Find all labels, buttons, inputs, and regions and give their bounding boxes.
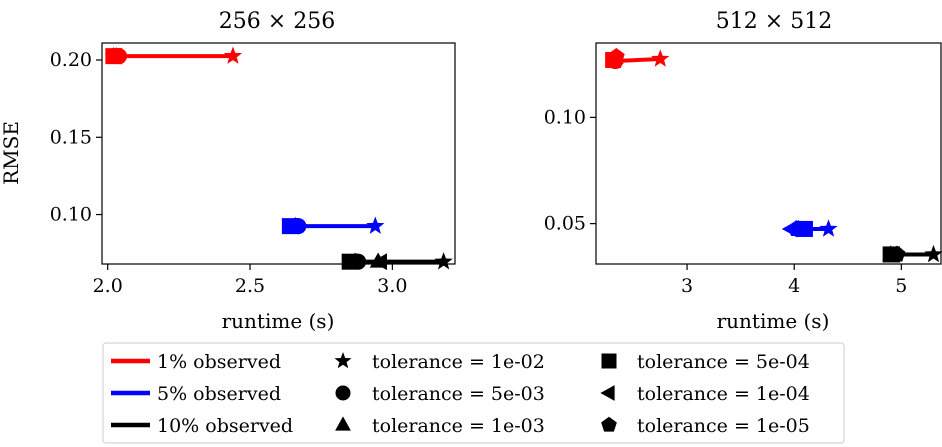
x-tick-label: 3 (681, 275, 693, 297)
data-point-star (366, 216, 385, 234)
legend-label: tolerance = 5e-03 (372, 383, 545, 405)
x-tick-label: 2.5 (235, 275, 265, 297)
x-tick-label: 3.0 (377, 275, 407, 297)
legend-label: tolerance = 1e-03 (372, 415, 545, 437)
legend-label: tolerance = 1e-02 (372, 351, 545, 373)
legend-label: 10% observed (157, 415, 293, 437)
axis-ticks: 3 4 5 0.05 0.10 (544, 106, 908, 297)
y-tick-label: 0.10 (544, 106, 586, 128)
legend-marker-pentagon (601, 416, 617, 432)
legend-label: tolerance = 1e-05 (637, 415, 810, 437)
y-tick-label: 0.10 (50, 204, 92, 226)
legend-marker-star (334, 352, 352, 369)
x-axis-title: runtime (s) (222, 309, 335, 333)
data-point-star (434, 252, 453, 270)
legend-items: 1% observed 5% observed 10% observed tolera… (111, 351, 810, 437)
axes-frame (595, 42, 942, 265)
panel-title: 256 × 256 (219, 9, 335, 34)
y-tick-label: 0.20 (50, 49, 92, 71)
plot-area (605, 48, 942, 263)
legend: 1% observed 5% observed 10% observed tolera… (102, 342, 845, 444)
data-point-pentagon (888, 245, 906, 262)
data-point-pentagon (105, 47, 122, 64)
legend-label: tolerance = 5e-04 (637, 351, 810, 373)
data-point-star (924, 244, 942, 263)
legend-label: 5% observed (157, 383, 281, 405)
data-point-pentagon (346, 252, 364, 269)
legend-frame (102, 342, 845, 444)
data-point-star (651, 49, 670, 67)
data-point-pentagon (607, 48, 625, 64)
panel-256: 256 × 256 2.0 2.5 3.0 0.10 0.15 0.20 runtime … (0, 9, 456, 333)
x-tick-label: 5 (895, 275, 907, 297)
y-tick-label: 0.15 (50, 126, 92, 148)
data-point-pentagon (787, 220, 805, 237)
panel-512: 512 × 512 3 4 5 0.05 0.10 runtime (s) (544, 9, 942, 333)
legend-label: tolerance = 1e-04 (637, 383, 810, 405)
data-point-star (223, 46, 243, 64)
legend-label: 1% observed (157, 351, 281, 373)
data-point-star (819, 219, 838, 237)
y-axis-title: RMSE (0, 121, 23, 185)
legend-marker-left-triangle (600, 385, 615, 401)
axis-ticks: 2.0 2.5 3.0 0.10 0.15 0.20 (50, 49, 408, 297)
legend-marker-square (601, 353, 617, 369)
legend-marker-circle (335, 385, 351, 401)
axes-frame (101, 42, 456, 265)
y-tick-label: 0.05 (544, 213, 586, 235)
x-tick-label: 4 (788, 275, 800, 297)
data-point-pentagon (287, 217, 304, 234)
data-point-left-triangle (371, 253, 387, 271)
legend-marker-triangle (335, 416, 351, 431)
x-axis-title: runtime (s) (717, 309, 830, 333)
plot-area (105, 46, 453, 271)
x-tick-label: 2.0 (93, 275, 123, 297)
panel-title: 512 × 512 (716, 9, 832, 34)
